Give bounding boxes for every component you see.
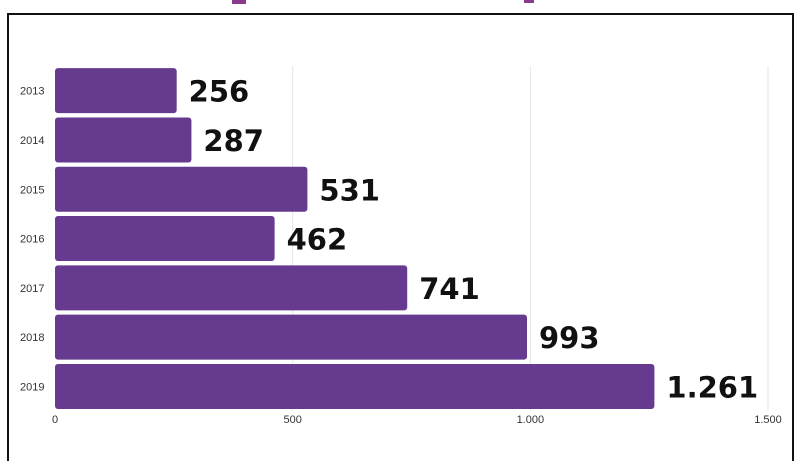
value-label: 462 [287, 223, 348, 257]
bar-2014 [55, 117, 192, 163]
value-label: 741 [419, 272, 480, 306]
bar-2015 [55, 166, 308, 212]
value-label: 256 [189, 75, 250, 109]
bar-2019 [55, 363, 655, 409]
bar-2016 [55, 216, 275, 262]
category-label: 2017 [20, 283, 44, 295]
bar-2017 [55, 265, 408, 311]
x-tick-label: 1.500 [754, 414, 782, 426]
x-tick-label: 0 [52, 414, 58, 426]
category-label: 2015 [20, 184, 44, 196]
chart-frame [7, 13, 794, 461]
category-label: 2019 [20, 381, 44, 393]
x-tick-label: 1.000 [517, 414, 545, 426]
value-label: 287 [203, 124, 264, 158]
bar-2013 [55, 68, 177, 114]
value-label: 531 [319, 173, 380, 207]
category-label: 2018 [20, 332, 44, 344]
category-label: 2013 [20, 86, 44, 98]
value-label: 993 [539, 321, 600, 355]
x-tick-label: 500 [283, 414, 301, 426]
category-label: 2014 [20, 135, 44, 147]
bar-2018 [55, 314, 528, 360]
title-accent-mark [524, 0, 534, 3]
category-label: 2016 [20, 234, 44, 246]
value-label: 1.261 [666, 370, 758, 404]
title-accent-mark [232, 0, 246, 4]
